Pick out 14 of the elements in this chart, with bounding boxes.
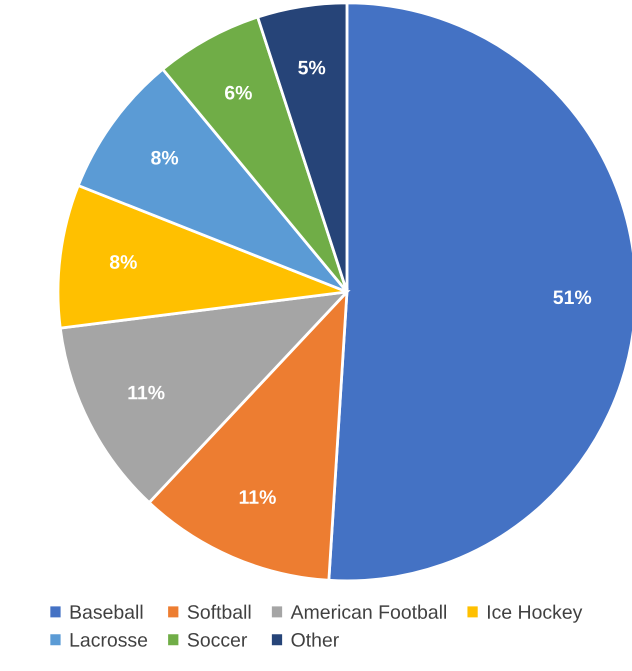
legend-label: Other bbox=[292, 632, 339, 647]
legend-label: Soccer bbox=[188, 632, 248, 647]
data-label: 5% bbox=[298, 60, 326, 74]
data-label: 51% bbox=[553, 290, 592, 304]
data-label: 11% bbox=[128, 386, 165, 400]
data-label: 8% bbox=[110, 255, 137, 269]
data-label: 8% bbox=[151, 150, 178, 165]
legend-label: Softball bbox=[188, 604, 250, 619]
legend-label: Lacrosse bbox=[70, 633, 148, 647]
data-label: 6% bbox=[225, 86, 252, 100]
legend-label: Ice Hockey bbox=[488, 604, 582, 623]
legend-label: Baseball bbox=[70, 604, 142, 619]
data-label: 11% bbox=[240, 490, 276, 504]
legend-label: American Football bbox=[290, 604, 446, 619]
